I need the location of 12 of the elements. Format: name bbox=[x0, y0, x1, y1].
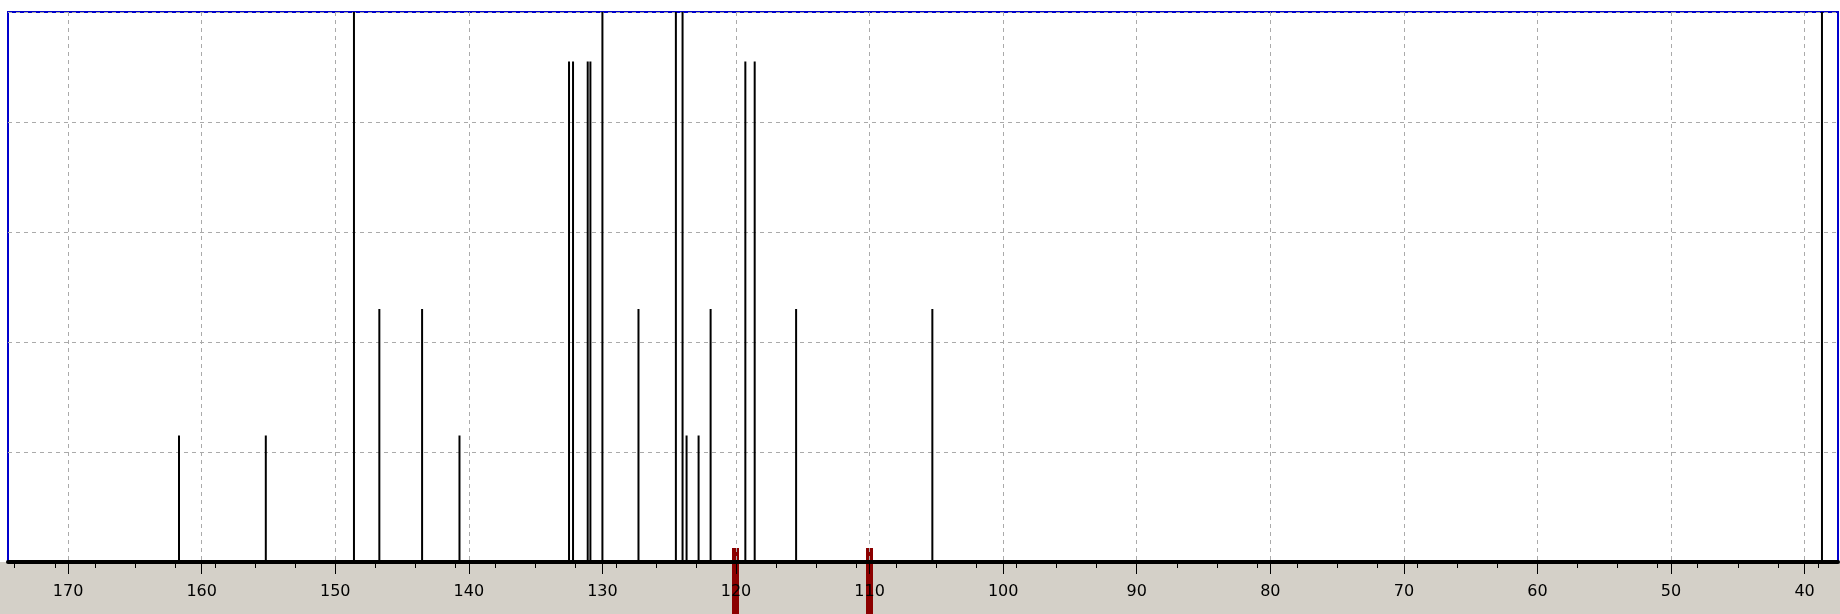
x-tick-label: 100 bbox=[987, 580, 1019, 600]
x-tick-label: 130 bbox=[587, 580, 618, 600]
x-tick-label: 60 bbox=[1527, 580, 1548, 600]
x-tick-label: 90 bbox=[1126, 580, 1147, 600]
x-tick-label: 70 bbox=[1393, 580, 1415, 600]
x-tick-label: 80 bbox=[1260, 580, 1281, 600]
x-tick-label: 140 bbox=[453, 580, 485, 600]
x-tick-label: 150 bbox=[319, 580, 351, 600]
x-tick-label: 40 bbox=[1794, 580, 1815, 600]
x-tick-label: 170 bbox=[52, 580, 84, 600]
x-tick-label: 50 bbox=[1660, 580, 1682, 600]
x-tick-label: 160 bbox=[186, 580, 217, 600]
